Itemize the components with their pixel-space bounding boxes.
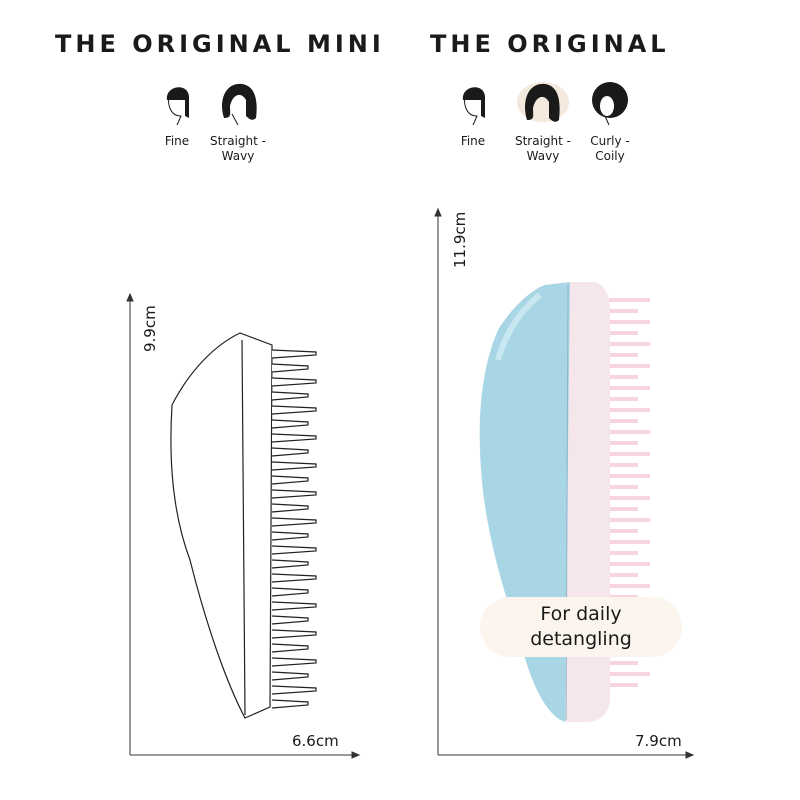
bristle [271,685,317,695]
bristle [271,629,317,639]
bristle [271,461,317,471]
mini-width-label: 6.6cm [292,732,339,750]
bristle [600,474,650,478]
hair-type-curly-coily: Curly - Coily [575,80,645,164]
badge-text: For daily detangling [530,603,632,650]
bristle [271,643,309,653]
bristle [600,342,650,346]
bristle [600,452,650,456]
bristle [271,391,309,401]
curly-hair-icon [592,82,628,126]
bristle [271,349,317,359]
bristle [271,377,317,387]
hair-type-label: Fine [164,134,190,148]
hair-type-label: Straight - Wavy [514,134,571,163]
bristle [600,507,638,511]
detangling-badge: For daily detangling [480,597,682,657]
bristle [600,397,638,401]
hair-type-label: Curly - Coily [590,134,630,163]
bristle [600,551,638,555]
original-dimension-axes [434,207,695,759]
bristle [600,540,650,544]
bristle [600,529,638,533]
bristle [271,573,317,583]
bristle [271,615,309,625]
bristle [600,584,650,588]
bristle [600,419,638,423]
bristle [600,672,650,676]
bristle [271,475,309,485]
hair-type-fine: Fine [142,80,212,149]
hair-type-straight-wavy: Straight - Wavy [203,80,273,164]
bristle [271,419,309,429]
original-width-label: 7.9cm [635,732,682,750]
original-title: THE ORIGINAL [430,30,670,58]
mini-title: THE ORIGINAL MINI [55,30,385,58]
mini-brush-outline [170,332,317,719]
bristle [600,331,638,335]
bristle [271,489,317,499]
bristle [600,430,650,434]
bristle [600,496,650,500]
bristle [271,601,317,611]
bristle [271,657,317,667]
bristle [271,405,317,415]
bristle [271,559,309,569]
fine-hair-icon [462,87,485,126]
bristle [271,587,309,597]
mini-dimension-axes [126,292,361,759]
wavy-hair-icon [517,82,569,122]
mini-height-label: 9.9cm [141,305,159,352]
original-height-label: 11.9cm [451,211,469,268]
bristle [600,661,638,665]
bristle [600,441,638,445]
bristle [600,309,638,313]
bristle [271,447,309,457]
bristle [600,320,650,324]
bristle [271,531,309,541]
bristle [600,375,638,379]
bristle [600,485,638,489]
bristle [600,298,650,302]
hair-type-label: Fine [460,134,486,148]
bristle [600,353,638,357]
bristle [271,517,317,527]
bristle [600,408,650,412]
bristle [271,433,317,443]
bristle [271,503,309,513]
bristle [600,562,650,566]
hair-type-fine: Fine [438,80,508,149]
bristle [600,364,650,368]
hair-type-straight-wavy: Straight - Wavy [508,80,578,164]
bristle [271,671,309,681]
bristle [271,363,309,373]
fine-hair-icon [166,87,189,126]
bristle [600,518,650,522]
hair-type-label: Straight - Wavy [209,134,266,163]
bristle [271,699,309,709]
bristle [271,545,317,555]
wavy-hair-icon [222,83,257,126]
bristle [600,683,638,687]
bristle [600,463,638,467]
bristle [600,573,638,577]
bristle [600,386,650,390]
